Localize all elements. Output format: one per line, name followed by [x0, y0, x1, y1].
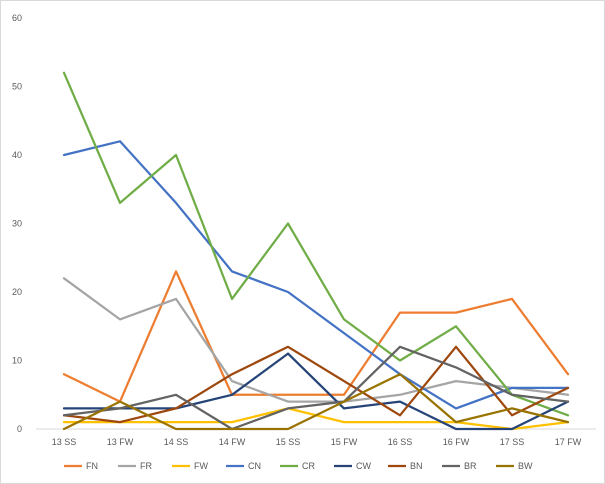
series-line-fn: [62, 270, 570, 403]
x-tick-label: 16 SS: [388, 437, 413, 447]
x-tick-label: 14 FW: [219, 437, 246, 447]
legend-label-bw: BW: [518, 461, 533, 471]
x-tick-label: 17 SS: [500, 437, 525, 447]
series-line-cw: [62, 352, 570, 431]
legend-label-fr: FR: [140, 461, 152, 471]
y-tick-label: 40: [12, 150, 22, 160]
series-line-fr: [62, 277, 570, 403]
y-tick-label: 50: [12, 82, 22, 92]
y-tick-label: 0: [17, 424, 22, 434]
legend-label-fn: FN: [86, 461, 98, 471]
x-tick-label: 13 FW: [107, 437, 134, 447]
x-tick-label: 16 FW: [443, 437, 470, 447]
series-line-br: [62, 345, 570, 431]
y-tick-label: 20: [12, 287, 22, 297]
y-tick-label: 60: [12, 13, 22, 23]
legend-label-br: BR: [464, 461, 477, 471]
y-tick-label: 10: [12, 356, 22, 366]
series-line-bw: [62, 373, 570, 431]
series-line-cn: [62, 140, 570, 410]
legend-label-fw: FW: [194, 461, 208, 471]
x-tick-label: 13 SS: [52, 437, 77, 447]
x-tick-label: 15 FW: [331, 437, 358, 447]
x-tick-label: 15 SS: [276, 437, 301, 447]
x-tick-label: 17 FW: [555, 437, 582, 447]
legend-label-bn: BN: [410, 461, 423, 471]
legend-label-cw: CW: [356, 461, 371, 471]
legend-label-cr: CR: [302, 461, 315, 471]
x-tick-label: 14 SS: [164, 437, 189, 447]
legend-label-cn: CN: [248, 461, 261, 471]
series-line-cr: [62, 71, 570, 417]
y-tick-label: 30: [12, 219, 22, 229]
